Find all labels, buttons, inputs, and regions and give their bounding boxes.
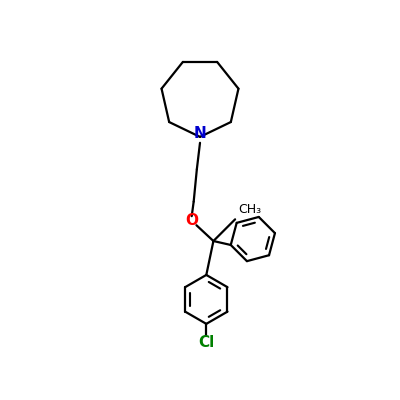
Text: CH₃: CH₃ — [238, 203, 261, 216]
Text: N: N — [194, 126, 206, 141]
Text: O: O — [185, 213, 198, 228]
Text: Cl: Cl — [198, 335, 214, 350]
